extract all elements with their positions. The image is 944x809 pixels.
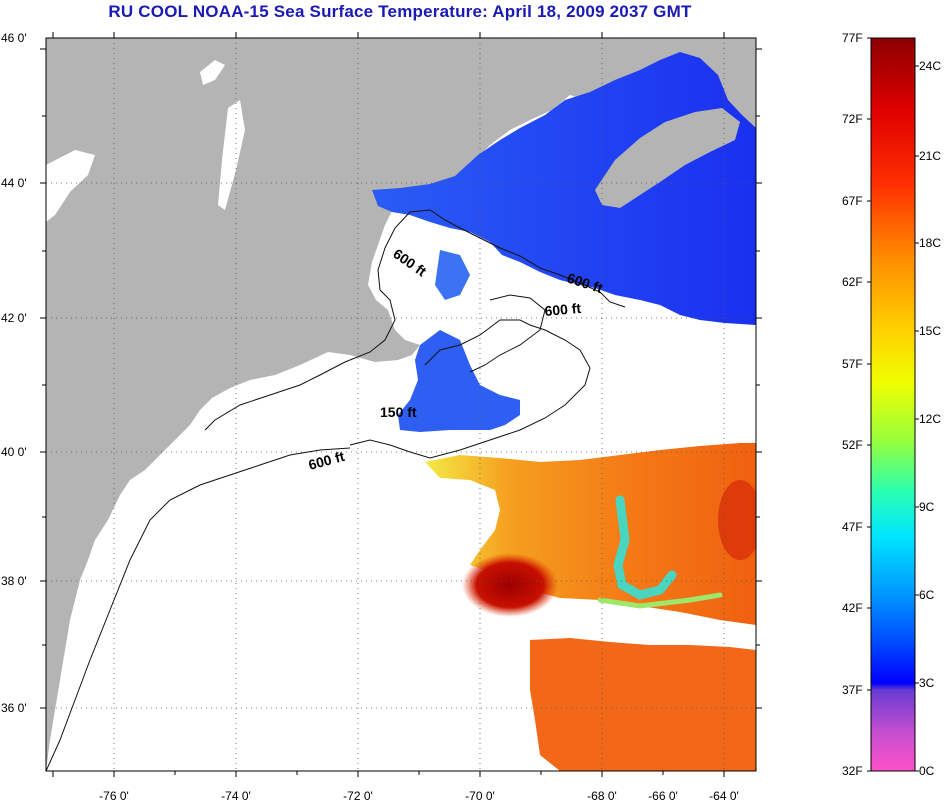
colorbar-c-label: 6C xyxy=(919,588,935,602)
chesapeake xyxy=(70,500,136,720)
map-border xyxy=(45,37,757,772)
contour-label: 600 ft xyxy=(544,300,582,319)
depth-contours xyxy=(45,209,626,772)
cold-filament xyxy=(613,495,677,600)
lon-label: -66 0' xyxy=(648,789,678,803)
lat-label: 44 0' xyxy=(1,176,27,190)
cold-filament xyxy=(597,592,723,609)
colorbar-c-label: 9C xyxy=(919,500,935,514)
hot-spot xyxy=(718,480,756,560)
lon-label: -76 0' xyxy=(99,789,129,803)
colorbar-f-label: 57F xyxy=(842,357,863,371)
colorbar-c-label: 0C xyxy=(919,764,935,778)
cold-water-region xyxy=(435,250,470,300)
colorbar-c-label: 24C xyxy=(919,59,941,73)
land-mass xyxy=(46,38,756,771)
colorbar-f-label: 32F xyxy=(842,764,863,778)
colorbar-f-label: 52F xyxy=(842,438,863,452)
lat-label: 42 0' xyxy=(1,311,27,325)
lon-label: -68 0' xyxy=(587,789,617,803)
map-title: RU COOL NOAA-15 Sea Surface Temperature:… xyxy=(108,2,692,21)
warm-water-region xyxy=(530,638,756,771)
colorbar-f-label: 42F xyxy=(842,601,863,615)
lon-label: -70 0' xyxy=(465,789,495,803)
colorbar-f-label: 77F xyxy=(842,31,863,45)
contour-label: 150 ft xyxy=(380,404,417,420)
inland-lake xyxy=(46,150,95,222)
lat-gridlines xyxy=(46,182,756,709)
colorbar-f-label: 37F xyxy=(842,683,863,697)
axis-ticks xyxy=(40,32,762,777)
lat-label: 40 0' xyxy=(1,445,27,459)
lon-label: -72 0' xyxy=(343,789,373,803)
lon-label: -64 0' xyxy=(709,789,739,803)
lat-label: 46 0' xyxy=(1,31,27,45)
lat-label: 38 0' xyxy=(1,574,27,588)
cold-water-region xyxy=(372,52,756,325)
lat-label: 36 0' xyxy=(1,701,27,715)
colorbar-c-label: 21C xyxy=(919,149,941,163)
cold-water-region xyxy=(398,330,520,432)
colorbar-f-label: 72F xyxy=(842,112,863,126)
colorbar-c-label: 3C xyxy=(919,676,935,690)
colorbar xyxy=(870,37,916,772)
hot-spot xyxy=(462,553,558,617)
colorbar-f-label: 62F xyxy=(842,275,863,289)
colorbar-c-label: 12C xyxy=(919,412,941,426)
lon-label: -74 0' xyxy=(221,789,251,803)
lon-gridlines xyxy=(113,38,725,771)
colorbar-f-label: 47F xyxy=(842,520,863,534)
colorbar-c-label: 15C xyxy=(919,324,941,338)
inland-lake xyxy=(218,100,245,210)
colorbar-ticks xyxy=(867,37,919,772)
colorbar-c-label: 18C xyxy=(919,236,941,250)
inland-lake xyxy=(200,60,225,85)
colorbar-f-label: 67F xyxy=(842,194,863,208)
